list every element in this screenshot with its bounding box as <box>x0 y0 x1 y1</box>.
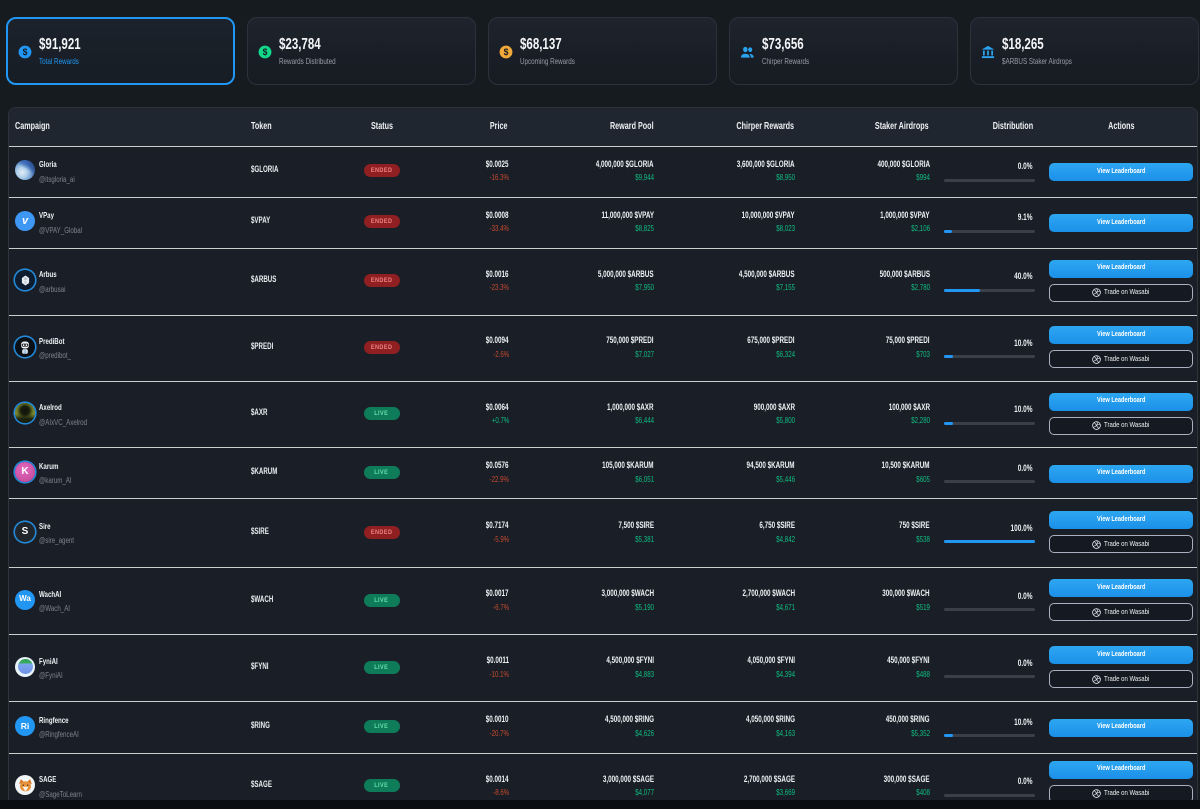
svg-text:$: $ <box>263 47 268 57</box>
svg-text:$: $ <box>23 47 28 57</box>
svg-text:$: $ <box>504 47 509 57</box>
